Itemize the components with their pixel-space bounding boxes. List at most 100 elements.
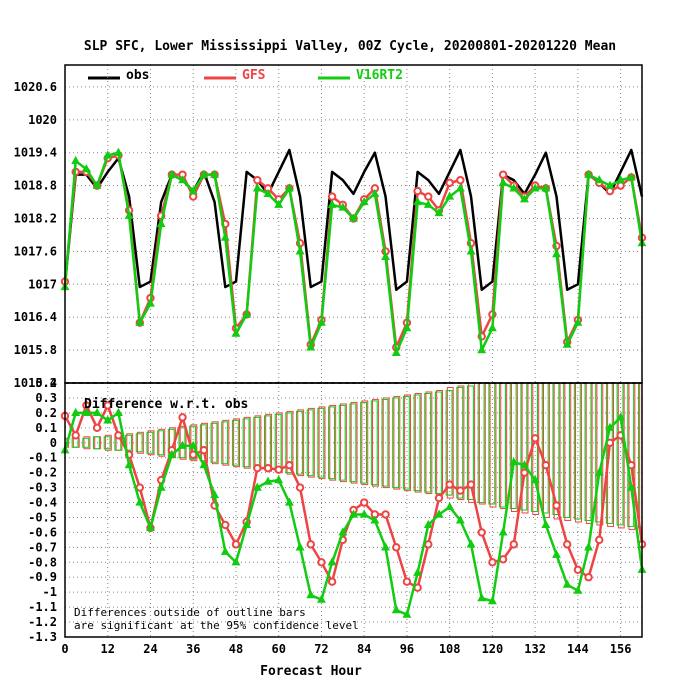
v16-series-point bbox=[317, 317, 326, 326]
y-tick-label-top: 1020.6 bbox=[14, 80, 57, 94]
y-tick-label-top: 1016.4 bbox=[14, 310, 57, 324]
v16-diff-series-point bbox=[402, 609, 412, 618]
gfs-diff-series-point bbox=[221, 520, 230, 530]
chart-title: SLP SFC, Lower Mississippi Valley, 00Z C… bbox=[84, 39, 616, 54]
v16-diff-series-point bbox=[584, 542, 594, 551]
gfs-significance-bar bbox=[147, 430, 155, 456]
v16-series-point bbox=[113, 147, 123, 156]
v16-series-point bbox=[487, 323, 497, 332]
x-tick-label: 12 bbox=[101, 642, 115, 656]
v16-significance-bar bbox=[338, 404, 346, 481]
gfs-diff-series-point bbox=[135, 483, 144, 492]
gfs-significance-bar bbox=[425, 391, 433, 495]
v16-diff-series-point bbox=[359, 509, 369, 518]
v16-significance-bar bbox=[434, 391, 442, 495]
v16-significance-bar bbox=[285, 412, 293, 474]
x-tick-label: 24 bbox=[143, 642, 157, 656]
v16-significance-bar bbox=[199, 424, 207, 462]
v16-significance-bar bbox=[328, 406, 335, 480]
y-tick-label-bottom: -0.2 bbox=[28, 466, 57, 480]
x-tick-label: 36 bbox=[186, 642, 200, 656]
v16-significance-bar bbox=[627, 383, 635, 527]
gfs-significance-bar bbox=[83, 436, 91, 450]
v16-significance-bar bbox=[392, 397, 400, 489]
v16-diff-series-point bbox=[370, 515, 380, 524]
gfs-significance-bar bbox=[446, 386, 454, 499]
v16-diff-series-point bbox=[242, 519, 252, 529]
v16-significance-bar bbox=[231, 419, 239, 466]
gfs-significance-bar bbox=[521, 383, 529, 514]
x-tick-label: 156 bbox=[610, 642, 632, 656]
v16-series-point bbox=[520, 194, 529, 203]
v16-series-point bbox=[605, 180, 615, 189]
y-tick-label-top: 1015.8 bbox=[14, 343, 57, 357]
v16-series-point bbox=[146, 298, 155, 307]
gfs-significance-bar bbox=[457, 385, 465, 501]
gfs-significance-bar bbox=[478, 383, 486, 505]
v16-diff-series-point bbox=[530, 475, 540, 484]
gfs-diff-series-point bbox=[456, 486, 465, 495]
v16-series-point bbox=[71, 155, 81, 165]
gfs-diff-series-point bbox=[552, 501, 561, 510]
legend-label-v16: V16RT2 bbox=[356, 68, 403, 83]
v16-diff-series-point bbox=[146, 522, 155, 532]
v16-diff-series-point bbox=[616, 412, 626, 421]
v16-series-point bbox=[167, 169, 177, 178]
v16-diff-series-point bbox=[274, 475, 284, 484]
gfs-significance-bar bbox=[542, 383, 550, 518]
gfs-significance-bar bbox=[414, 392, 422, 493]
v16-series-point bbox=[156, 218, 166, 228]
v16-significance-bar bbox=[477, 383, 485, 504]
y-tick-label-bottom: -0.9 bbox=[28, 570, 57, 584]
v16-significance-bar bbox=[296, 410, 303, 475]
v16-series-point bbox=[541, 183, 551, 192]
v16-series-point bbox=[263, 188, 273, 197]
v16-series-point bbox=[391, 347, 401, 356]
bottom-panel-grid bbox=[65, 383, 642, 637]
v16-significance-bar bbox=[370, 400, 378, 486]
x-tick-label: 72 bbox=[314, 642, 328, 656]
v16-significance-bar bbox=[499, 383, 506, 508]
gfs-series-point bbox=[605, 186, 615, 196]
gfs-series-point bbox=[616, 181, 625, 190]
gfs-diff-series-point bbox=[285, 460, 294, 470]
v16-diff-series-point bbox=[103, 415, 113, 424]
v16-diff-series-point bbox=[178, 440, 187, 449]
v16-diff-series-point bbox=[124, 460, 134, 469]
gfs-diff-series-point bbox=[445, 480, 454, 489]
v16-diff-series-point bbox=[562, 579, 572, 588]
v16-diff-series-point bbox=[605, 422, 615, 431]
gfs-diff-series-point bbox=[103, 401, 112, 410]
gfs-diff-series-point bbox=[327, 577, 337, 586]
gfs-series-point bbox=[189, 192, 198, 201]
gfs-series-point bbox=[327, 192, 337, 201]
legend: obs GFS V16RT2 bbox=[88, 68, 403, 83]
y-tick-label-top: 1020 bbox=[28, 113, 57, 127]
v16-series-point bbox=[231, 328, 241, 337]
v16-significance-bar bbox=[178, 427, 186, 459]
gfs-significance-bar bbox=[243, 416, 251, 469]
gfs-diff-series-point bbox=[595, 535, 604, 545]
gfs-diff-series-point bbox=[530, 434, 540, 443]
v16-diff-series-point bbox=[263, 476, 273, 485]
v16-series-point bbox=[210, 169, 220, 178]
gfs-diff-series-point bbox=[189, 450, 198, 459]
v16-significance-bar bbox=[306, 409, 314, 477]
v16-series-point bbox=[594, 175, 604, 184]
v16-diff-series-point bbox=[626, 482, 636, 491]
x-tick-label: 120 bbox=[482, 642, 504, 656]
gfs-diff-series-point bbox=[274, 465, 283, 474]
v16-series-point bbox=[616, 175, 626, 184]
v16-series-point bbox=[178, 175, 187, 184]
v16-diff-series-point bbox=[423, 519, 433, 529]
v16-diff-series-point bbox=[252, 482, 262, 491]
v16-significance-bar bbox=[381, 398, 389, 487]
v16-series-point bbox=[455, 183, 465, 192]
y-tick-label-top: 1017 bbox=[28, 277, 57, 291]
y-tick-label-bottom: -1.2 bbox=[28, 615, 57, 629]
v16-series-point bbox=[135, 317, 145, 326]
significance-bars bbox=[65, 383, 642, 532]
gfs-significance-bar bbox=[307, 407, 315, 478]
gfs-diff-series-point bbox=[584, 573, 593, 582]
